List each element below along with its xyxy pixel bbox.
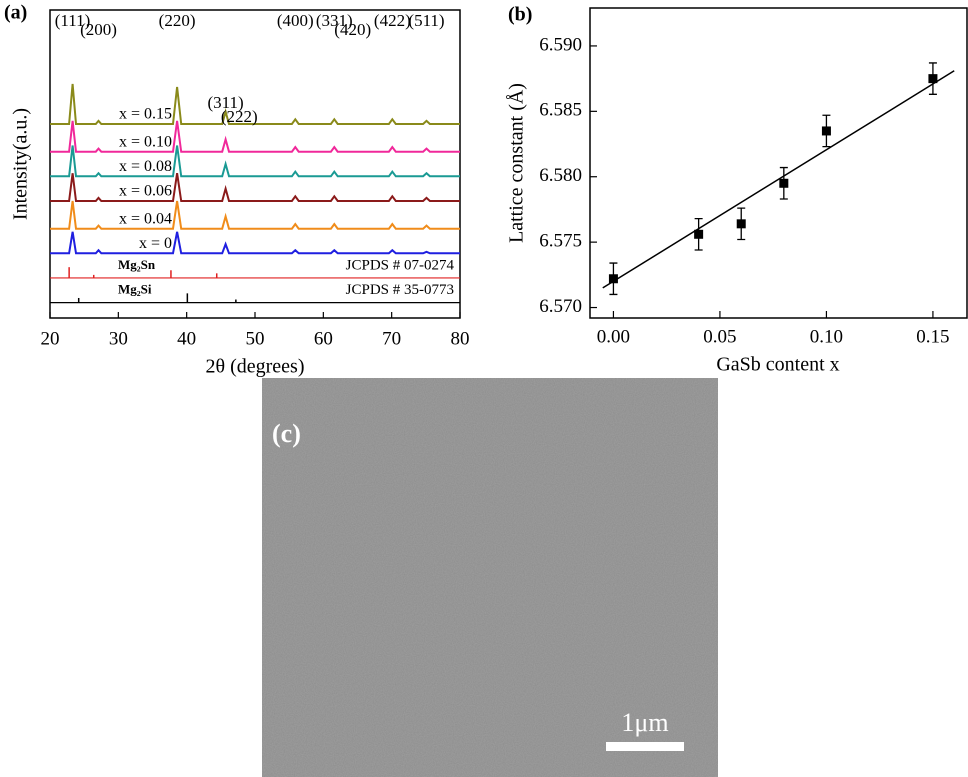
xrd-pattern xyxy=(50,146,460,177)
panel-label: (a) xyxy=(4,2,27,24)
series-label: x = 0.06 xyxy=(119,183,172,200)
x-tick-label: 20 xyxy=(41,328,60,349)
x-tick-label: 70 xyxy=(382,328,401,349)
peak-label: (422) xyxy=(374,11,411,30)
figure: (c) 1μm 20 30 40 50 60 70 80 2θ (degrees) Intens… xyxy=(0,0,968,777)
x-tick-label: 60 xyxy=(314,328,333,349)
x-axis-label: 2θ (degrees) xyxy=(206,356,305,378)
x-tick-label: 0.10 xyxy=(810,326,843,347)
y-tick-label: 6.585 xyxy=(539,100,582,121)
data-point xyxy=(822,126,831,135)
peak-label: (200) xyxy=(80,20,117,39)
data-point xyxy=(609,274,618,283)
panel-label: (c) xyxy=(272,419,301,448)
peak-label: (420) xyxy=(334,20,371,39)
peak-label: (220) xyxy=(159,11,196,30)
series-label: x = 0.08 xyxy=(119,158,172,175)
series-label: x = 0.15 xyxy=(119,106,172,123)
x-tick-label: 80 xyxy=(451,328,470,349)
peak-label: (222) xyxy=(221,107,258,126)
panel-label: (b) xyxy=(508,4,532,26)
reference-card: JCPDS # 07-0274 xyxy=(346,257,455,273)
scale-bar-label: 1μm xyxy=(621,708,668,737)
data-point xyxy=(779,179,788,188)
data-point xyxy=(694,230,703,239)
x-tick-label: 0.05 xyxy=(703,326,736,347)
y-tick-label: 6.580 xyxy=(539,165,582,186)
y-tick-label: 6.590 xyxy=(539,34,582,55)
y-axis-label: Lattice constant (Å) xyxy=(506,83,528,243)
series-label: x = 0.10 xyxy=(119,133,172,150)
reference-name: Mg₂Si xyxy=(118,282,152,297)
reference-name: Mg₂Sn xyxy=(118,257,156,272)
series-label: x = 0 xyxy=(139,235,172,252)
x-tick-label: 40 xyxy=(177,328,196,349)
y-tick-label: 6.575 xyxy=(539,230,582,251)
x-tick-label: 0.00 xyxy=(597,326,630,347)
xrd-pattern xyxy=(50,232,460,254)
reference-card: JCPDS # 35-0773 xyxy=(346,282,454,298)
x-tick-label: 30 xyxy=(109,328,128,349)
xrd-pattern xyxy=(50,201,460,229)
series-label: x = 0.04 xyxy=(119,210,172,227)
fit-line xyxy=(603,71,954,288)
y-tick-label: 6.570 xyxy=(539,296,582,317)
xrd-pattern xyxy=(50,173,460,201)
x-tick-label: 0.15 xyxy=(916,326,949,347)
x-axis-label: GaSb content x xyxy=(716,354,839,376)
scale-bar xyxy=(606,742,684,751)
peak-label: (400) xyxy=(277,11,314,30)
peak-label: (511) xyxy=(408,11,444,30)
y-axis-label: Intensity(a.u.) xyxy=(10,108,32,220)
data-point xyxy=(737,219,746,228)
plot-frame xyxy=(590,8,967,318)
data-point xyxy=(928,74,937,83)
x-tick-label: 50 xyxy=(246,328,265,349)
